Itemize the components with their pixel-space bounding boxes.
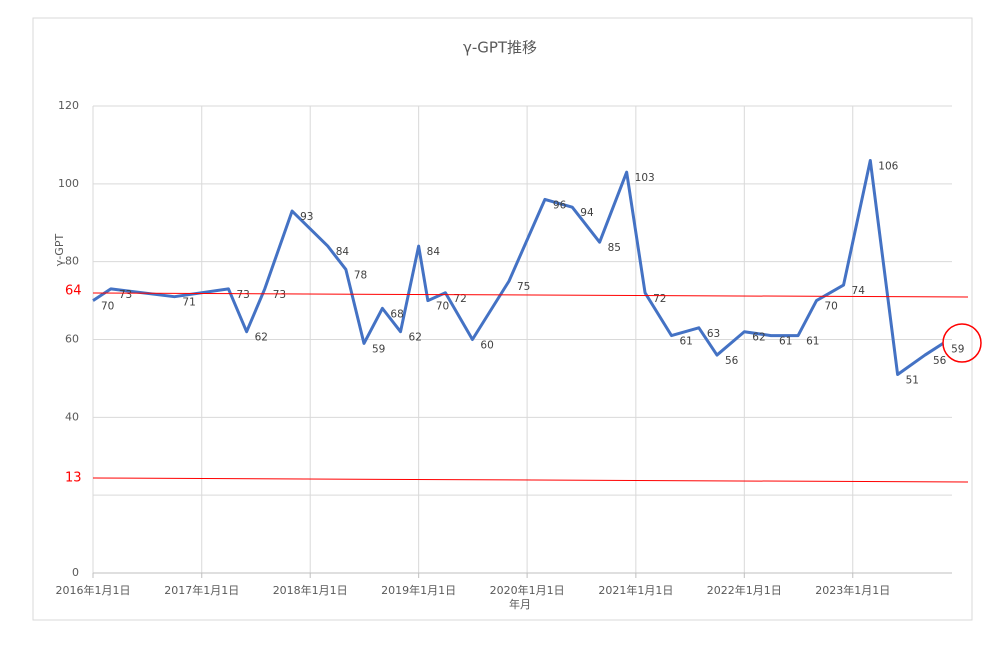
x-tick-label: 2019年1月1日 (381, 583, 456, 597)
x-tick-label: 2021年1月1日 (598, 583, 673, 597)
data-label: 71 (182, 297, 195, 309)
data-label: 61 (779, 336, 792, 348)
data-label: 84 (427, 246, 441, 258)
data-label: 61 (680, 336, 693, 348)
data-label: 61 (806, 336, 819, 348)
y-tick-label: 80 (65, 255, 79, 268)
data-label: 56 (725, 355, 739, 367)
data-label: 84 (336, 246, 350, 258)
reference-line (92, 477, 969, 483)
y-tick-label: 0 (72, 566, 79, 579)
data-label: 51 (906, 375, 919, 387)
x-tick-label: 2020年1月1日 (490, 583, 565, 597)
chart-border (32, 17, 973, 621)
data-label: 73 (119, 289, 132, 301)
x-tick-label: 2022年1月1日 (707, 583, 782, 597)
annotation: 13 (65, 471, 82, 486)
grid: 0204060801001202016年1月1日2017年1月1日2018年1月… (56, 99, 952, 597)
overlay: 64 13 (38, 284, 982, 504)
data-label: 93 (300, 211, 313, 223)
data-label: 70 (101, 301, 114, 313)
data-label: 62 (255, 332, 268, 344)
y-tick-label: 120 (58, 99, 79, 112)
data-label: 59 (372, 343, 385, 355)
chart-title: γ-GPT推移 (463, 39, 537, 57)
mask (38, 486, 88, 504)
data-label: 63 (707, 328, 720, 340)
data-label: 62 (409, 332, 422, 344)
x-tick-label: 2016年1月1日 (56, 583, 131, 597)
data-label: 70 (825, 301, 838, 313)
x-axis-title: 年月 (509, 597, 531, 611)
y-tick-label: 40 (65, 410, 79, 423)
data-label: 72 (653, 293, 666, 305)
data-label: 68 (390, 308, 403, 320)
data-label: 70 (436, 301, 449, 313)
data-label: 103 (635, 172, 655, 184)
line (92, 158, 944, 377)
data-label: 73 (236, 289, 249, 301)
data-label: 73 (273, 289, 286, 301)
x-tick-label: 2018年1月1日 (273, 583, 348, 597)
data-label: 96 (553, 199, 567, 211)
data-label: 59 (951, 343, 964, 355)
annotation: 64 (65, 284, 82, 299)
data-label: 62 (752, 332, 765, 344)
data-label: 106 (878, 160, 898, 172)
x-tick-label: 2023年1月1日 (815, 583, 890, 597)
data-label: 85 (608, 242, 621, 254)
x-tick-label: 2017年1月1日 (164, 583, 239, 597)
reference-line (92, 292, 969, 298)
data-label: 75 (517, 281, 530, 293)
data-label: 60 (480, 340, 493, 352)
highlight-circle (942, 323, 982, 363)
data-label: 72 (453, 293, 466, 305)
data-label: 94 (580, 207, 594, 219)
data-label: 56 (933, 355, 947, 367)
y-tick-label: 100 (58, 177, 79, 190)
data-label: 74 (852, 285, 866, 297)
data: 70 73 71 73 62 73 93 84 78 59 68 62 84 70 72 60 75 96 94 85… (92, 158, 964, 387)
data-label: 78 (354, 269, 367, 281)
y-tick-label: 60 (65, 333, 79, 346)
y-axis-title: γ-GPT (53, 234, 66, 267)
